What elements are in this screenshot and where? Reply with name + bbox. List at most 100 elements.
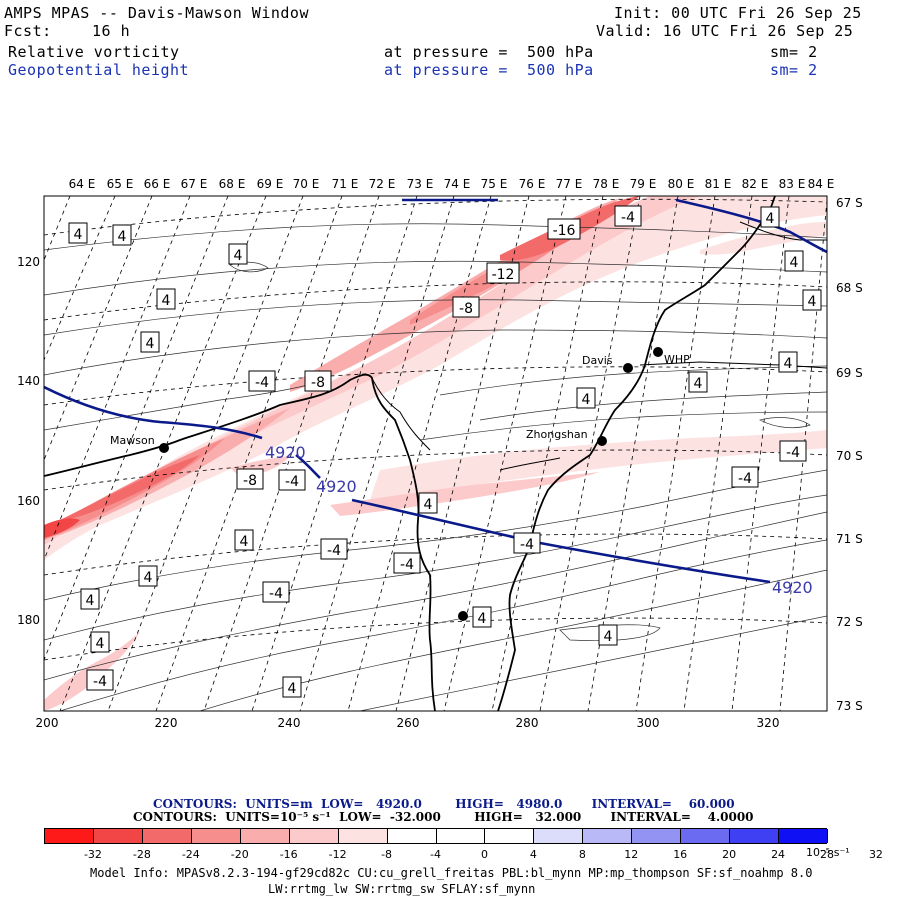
colorbar-label: -8 [381, 848, 393, 861]
colorbar-cell [338, 829, 388, 843]
vorticity-label: 4 [598, 624, 618, 646]
vorticity-label: 4 [80, 588, 100, 610]
lon-label: 74 E [443, 177, 471, 191]
lon-label: 69 E [256, 177, 284, 191]
vorticity-label-box [547, 218, 581, 240]
vorticity-contours [44, 223, 827, 711]
lat-label: 68 S [836, 281, 863, 295]
colorbar-label: -12 [328, 848, 347, 861]
vorticity-label-text: 4 [74, 227, 83, 243]
lon-label: 71 E [331, 177, 359, 191]
vorticity-label-box [393, 552, 421, 574]
x-tick-label: 200 [35, 716, 59, 730]
vorticity-label-text: -4 [786, 445, 800, 461]
vorticity-label-box [278, 469, 306, 491]
colorbar-cell [436, 829, 486, 843]
vorticity-label-box [779, 440, 807, 462]
lon-label: 70 E [292, 177, 320, 191]
vorticity-label-box [282, 676, 302, 698]
coastline [44, 196, 776, 711]
vorticity-label: 4 [68, 222, 88, 244]
station-zhongshan [597, 436, 607, 446]
vorticity-label-box [418, 492, 438, 514]
vorticity-label-text: 4 [424, 497, 433, 513]
y-tick-label: 120 [17, 255, 40, 269]
vorticity-label-box [236, 468, 264, 490]
model-info-line1: Model Info: MPASv8.2.3-194-gf29cd82c CU:… [90, 866, 813, 880]
stations [159, 347, 663, 621]
boundary-lines [371, 221, 827, 471]
vorticity-label-box [138, 565, 158, 587]
colorbar-cell [779, 829, 828, 843]
lon-label: 68 E [218, 177, 246, 191]
colorbar-label: 4 [529, 848, 537, 861]
vorticity-label-text: 4 [808, 294, 817, 310]
vorticity-label-text: -12 [492, 267, 515, 283]
vorticity-label: 4 [138, 565, 158, 587]
vorticity-label-box [598, 624, 618, 646]
field-height: Geopotential height [8, 61, 190, 79]
vorticity-label-text: -4 [269, 586, 283, 602]
vorticity-label: 4 [472, 606, 492, 628]
lon-label: 65 E [106, 177, 134, 191]
vorticity-shading [44, 196, 827, 711]
x-tick-label: 300 [636, 716, 660, 730]
vorticity-label-text: 4 [478, 611, 487, 627]
vorticity-label: 4 [760, 206, 780, 228]
vorticity-label-text: 4 [766, 211, 775, 227]
vorticity-label-text: 4 [790, 255, 799, 271]
vorticity-label-box [304, 370, 332, 392]
colorbar-cell [240, 829, 290, 843]
vorticity-label: -4 [731, 466, 759, 488]
vorticity-label-box [731, 466, 759, 488]
colorbar-label: 8 [578, 848, 586, 861]
vorticity-label-box [90, 631, 110, 653]
colorbar-cell [93, 829, 143, 843]
station-label-mawson: Mawson [110, 434, 155, 447]
height-label: 4920 [316, 477, 357, 496]
colorbar-label: 16 [673, 848, 688, 861]
vorticity-label-text: -4 [621, 210, 635, 226]
vorticity-label-box [80, 588, 100, 610]
vorticity-label-box [140, 331, 160, 353]
lon-label: 75 E [480, 177, 508, 191]
vorticity-label: -4 [320, 538, 348, 560]
vorticity-label-text: -4 [327, 543, 341, 559]
pressure-height: at pressure = 500 hPa [384, 61, 594, 79]
title: AMPS MPAS -- Davis-Mawson Window [4, 4, 309, 22]
vorticity-label-text: 4 [146, 336, 155, 352]
vorticity-label: 4 [784, 250, 804, 272]
lon-label: 78 E [592, 177, 620, 191]
vorticity-label-box [688, 371, 708, 393]
vorticity-label: -8 [452, 296, 480, 318]
x-tick-label: 280 [515, 716, 539, 730]
vorticity-label-text: 4 [604, 629, 613, 645]
x-tick-label: 240 [277, 716, 301, 730]
colorbar-cell [681, 829, 731, 843]
vorticity-label: 4 [576, 387, 596, 409]
vorticity-label-box [112, 224, 132, 246]
vorticity-label-box [486, 262, 520, 284]
vorticity-label-box [248, 370, 276, 392]
lon-label: 76 E [518, 177, 546, 191]
height-contour [44, 198, 827, 584]
fcst-value: 16 h [92, 22, 131, 40]
pressure-vorticity: at pressure = 500 hPa [384, 43, 594, 61]
vorticity-label: -4 [248, 370, 276, 392]
lat-label: 73 S [836, 699, 863, 713]
x-tick-label: 260 [396, 716, 420, 730]
colorbar-label: -24 [181, 848, 200, 861]
vorticity-label-box [784, 250, 804, 272]
colorbar-cell [45, 829, 94, 843]
lon-label: 81 E [704, 177, 732, 191]
colorbar [44, 828, 828, 844]
vorticity-label-text: 4 [86, 593, 95, 609]
vorticity-label-box [802, 289, 822, 311]
vorticity-label-box [778, 351, 798, 373]
colorbar-label: -16 [279, 848, 298, 861]
lon-label: 72 E [368, 177, 396, 191]
colorbar-cell [289, 829, 339, 843]
colorbar-label: 20 [722, 848, 737, 861]
lon-label: 64 E [68, 177, 96, 191]
